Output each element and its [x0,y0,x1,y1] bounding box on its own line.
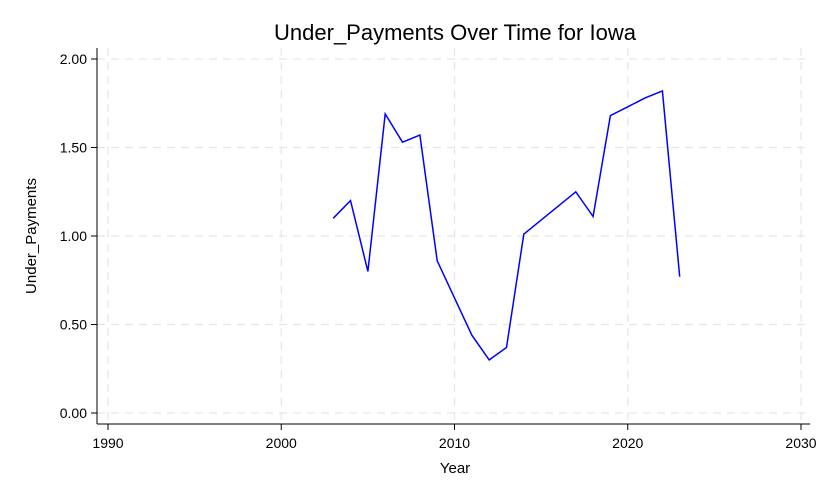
x-tick-label: 2020 [612,435,643,451]
series [332,89,681,361]
x-tick-label: 1990 [92,435,123,451]
x-tick-label: 2010 [439,435,470,451]
chart-title: Under_Payments Over Time for Iowa [274,20,637,45]
series-line [332,89,681,361]
x-tick-label: 2030 [785,435,816,451]
y-tick-label: 0.00 [60,405,87,421]
x-tick-label: 2000 [266,435,297,451]
y-tick-label: 2.00 [60,51,87,67]
ticks: 1990 2000 2010 2020 2030 0.00 0.50 1.00 1.50 2.00 [60,51,817,451]
y-tick-label: 1.00 [60,228,87,244]
y-tick-label: 1.50 [60,140,87,156]
grid [97,48,810,424]
y-axis-label: Under_Payments [23,178,40,294]
x-axis-label: Year [440,460,470,477]
y-tick-label: 0.50 [60,317,87,333]
